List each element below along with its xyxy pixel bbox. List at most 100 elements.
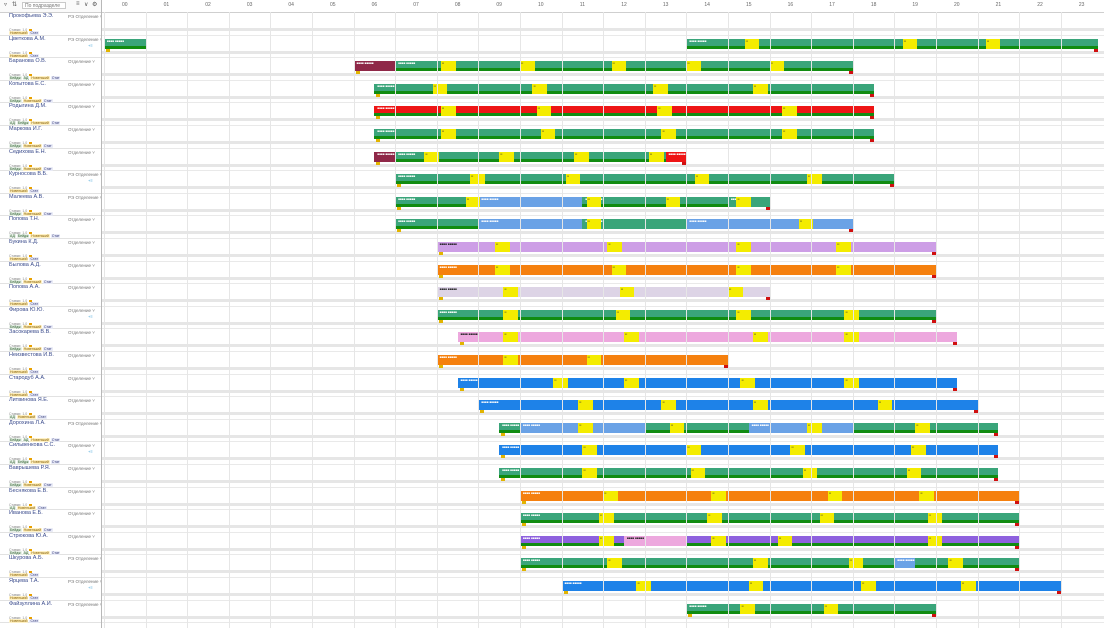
- add-shift-icon[interactable]: +≡: [88, 178, 93, 184]
- break-block[interactable]: ▪▪: [624, 377, 639, 388]
- employee-row[interactable]: Попова А.А. Отделение ˅ Новенький Стат Ставк…: [0, 284, 101, 307]
- department-dropdown[interactable]: Отделение ˅: [68, 511, 95, 517]
- department-dropdown[interactable]: Отделение ˅: [68, 217, 95, 223]
- add-shift-icon[interactable]: +≡: [88, 313, 93, 319]
- break-block[interactable]: ▪▪: [553, 377, 568, 388]
- shift-bar[interactable]: ■■■■ ■■■■■: [582, 196, 728, 207]
- shift-bar[interactable]: ■■■■ ■■■■■: [374, 83, 874, 94]
- employee-row[interactable]: Маркова И.Г. Отделение ˅ Бейдж Новенький Ста…: [0, 126, 101, 149]
- break-block[interactable]: ▪▪: [752, 83, 768, 94]
- break-block[interactable]: ▪▪: [827, 490, 843, 501]
- employee-name[interactable]: Ярцева Т.А.: [9, 578, 40, 584]
- break-block[interactable]: ▪▪: [782, 129, 797, 139]
- shift-bar[interactable]: ■■■■ ■■■■■: [374, 151, 396, 162]
- shift-bar[interactable]: ■■■■ ■■■■■: [395, 219, 479, 230]
- break-block[interactable]: ▪▪: [985, 38, 1001, 49]
- shift-bar[interactable]: ■■■■ ■■■■■: [395, 196, 479, 207]
- break-block[interactable]: ▪▪: [440, 61, 456, 72]
- break-block[interactable]: ▪▪: [752, 332, 768, 343]
- break-block[interactable]: ▪▪: [607, 242, 622, 252]
- break-block[interactable]: ▪▪: [740, 377, 756, 388]
- employee-row[interactable]: Баранова О.В. Отделение ˅ Бейдж АД Новенький…: [0, 58, 101, 81]
- shift-bar[interactable]: ■■■■ ■■■■■: [395, 174, 895, 185]
- break-block[interactable]: ▪▪: [736, 264, 751, 275]
- break-block[interactable]: ▪▪: [948, 558, 964, 569]
- break-block[interactable]: ▪▪: [607, 558, 622, 569]
- employee-name[interactable]: Дорохина Л.А.: [9, 419, 46, 426]
- break-block[interactable]: ▪▪: [752, 558, 768, 569]
- break-block[interactable]: ▪▪: [624, 332, 639, 343]
- break-block[interactable]: ▪▪: [711, 490, 726, 501]
- employee-row[interactable]: Прокофьева Э.Э. РЭ Отделение ˅ Новенький Ст…: [0, 13, 101, 36]
- department-dropdown[interactable]: РЭ Отделение ˅: [68, 36, 102, 42]
- employee-row[interactable]: Файзуллина А.И. РЭ Отделение ˅ Новенький Ст…: [0, 601, 101, 624]
- break-block[interactable]: ▪▪: [582, 445, 597, 456]
- break-block[interactable]: ▪▪: [848, 558, 864, 569]
- employee-row[interactable]: Стрюкова Ю.А. Отделение ˅ Бейдж АД Новенький…: [0, 533, 101, 556]
- department-dropdown[interactable]: Отделение ˅: [68, 466, 95, 471]
- break-block[interactable]: ▪▪: [574, 151, 589, 162]
- shift-bar[interactable]: ■■■■ ■■■■■: [665, 151, 687, 162]
- search-input[interactable]: [22, 2, 66, 9]
- break-block[interactable]: ▪▪: [740, 603, 756, 614]
- break-block[interactable]: ▪▪: [748, 581, 764, 591]
- shift-bar[interactable]: ■■■■ ■■■■■: [499, 422, 999, 433]
- employee-row[interactable]: Букина К.Д. Отделение ˅ Новенький Стат Ставк…: [0, 239, 101, 262]
- employee-row[interactable]: Фирова Ю.Ю. Отделение ˅ Бейдж Новенький Стат…: [0, 307, 101, 330]
- break-block[interactable]: ▪▪: [844, 309, 860, 320]
- department-dropdown[interactable]: Отделение ˅: [68, 285, 95, 291]
- employee-name[interactable]: Маркова И.Г.: [9, 126, 43, 132]
- employee-row[interactable]: Родыгина Д.М. Отделение ˅ АД Бейдж Новенький…: [0, 103, 101, 126]
- department-dropdown[interactable]: Отделение ˅: [68, 398, 95, 404]
- break-block[interactable]: ▪▪: [619, 287, 635, 298]
- break-block[interactable]: ▪▪: [960, 581, 976, 591]
- break-block[interactable]: ▪▪: [495, 264, 510, 275]
- sort-icon[interactable]: ⇅: [12, 2, 18, 8]
- shift-bar[interactable]: ■■■■ ■■■■■: [748, 422, 853, 433]
- employee-name[interactable]: Копытова Е.С.: [9, 80, 46, 87]
- employee-name[interactable]: Фирова Ю.Ю.: [9, 306, 44, 313]
- employee-row[interactable]: Попова Т.Н. Отделение ˅ АД Бейдж Новенький Ст…: [0, 216, 101, 239]
- employee-name[interactable]: Седихова Е.Н.: [9, 148, 47, 155]
- break-block[interactable]: ▪▪: [586, 355, 602, 365]
- break-block[interactable]: ▪▪: [686, 445, 701, 456]
- break-block[interactable]: ▪▪: [823, 603, 839, 614]
- break-block[interactable]: ▪▪: [744, 38, 760, 49]
- employee-name[interactable]: Малеева А.В.: [9, 193, 44, 200]
- shift-bar[interactable]: ■■■■ ■■■■■: [499, 445, 999, 456]
- break-block[interactable]: ▪▪: [611, 264, 627, 275]
- employee-name[interactable]: Стрюкова Ю.А.: [9, 532, 48, 539]
- break-block[interactable]: ▪▪: [694, 174, 710, 185]
- break-block[interactable]: ▪▪: [520, 61, 535, 72]
- shift-bar[interactable]: ■■■■ ■■■■■: [395, 151, 666, 162]
- break-block[interactable]: ▪▪: [495, 242, 510, 252]
- employee-name[interactable]: Ваврышева Р.Я.: [9, 465, 51, 471]
- break-block[interactable]: ▪▪: [532, 83, 548, 94]
- break-block[interactable]: ▪▪: [802, 468, 818, 478]
- break-block[interactable]: ▪▪: [798, 219, 814, 230]
- shift-bar[interactable]: ■■■■ ■■■■■: [686, 38, 1099, 49]
- department-dropdown[interactable]: РЭ Отделение ˅: [68, 601, 102, 607]
- break-block[interactable]: ▪▪: [499, 151, 514, 162]
- employee-name[interactable]: Букина К.Д.: [9, 239, 39, 245]
- break-block[interactable]: ▪▪: [844, 332, 860, 343]
- break-block[interactable]: ▪▪: [707, 513, 722, 524]
- break-block[interactable]: ▪▪: [919, 490, 934, 501]
- department-dropdown[interactable]: Отделение ˅: [68, 127, 95, 132]
- employee-row[interactable]: Малеева А.В. РЭ Отделение ˅ Бейдж Новенький…: [0, 194, 101, 217]
- break-block[interactable]: ▪▪: [728, 287, 743, 298]
- shift-bar[interactable]: ■■■■ ■■■■■: [374, 106, 874, 117]
- break-block[interactable]: ▪▪: [915, 422, 930, 433]
- employee-row[interactable]: Дорохина Л.А. РЭ Отделение ˅ Бейдж АД Новень…: [0, 420, 101, 443]
- break-block[interactable]: ▪▪: [736, 196, 751, 207]
- employee-name[interactable]: Курносова В.Б.: [9, 171, 48, 178]
- break-block[interactable]: ▪▪: [440, 106, 456, 117]
- break-block[interactable]: ▪▪: [653, 83, 668, 94]
- department-dropdown[interactable]: Отделение ˅: [68, 488, 95, 494]
- filter-icon[interactable]: ▿: [4, 2, 8, 8]
- employee-row[interactable]: Цветкова А.М. РЭ Отделение ˅ Новенький Стат…: [0, 36, 101, 59]
- break-block[interactable]: ▪▪: [665, 196, 681, 207]
- employee-row[interactable]: Сильвенкова С.С. Отделение ˅ АД Бейдж Новень…: [0, 442, 101, 465]
- employee-name[interactable]: Родыгина Д.М.: [9, 103, 47, 110]
- department-dropdown[interactable]: РЭ Отделение ˅: [68, 14, 102, 19]
